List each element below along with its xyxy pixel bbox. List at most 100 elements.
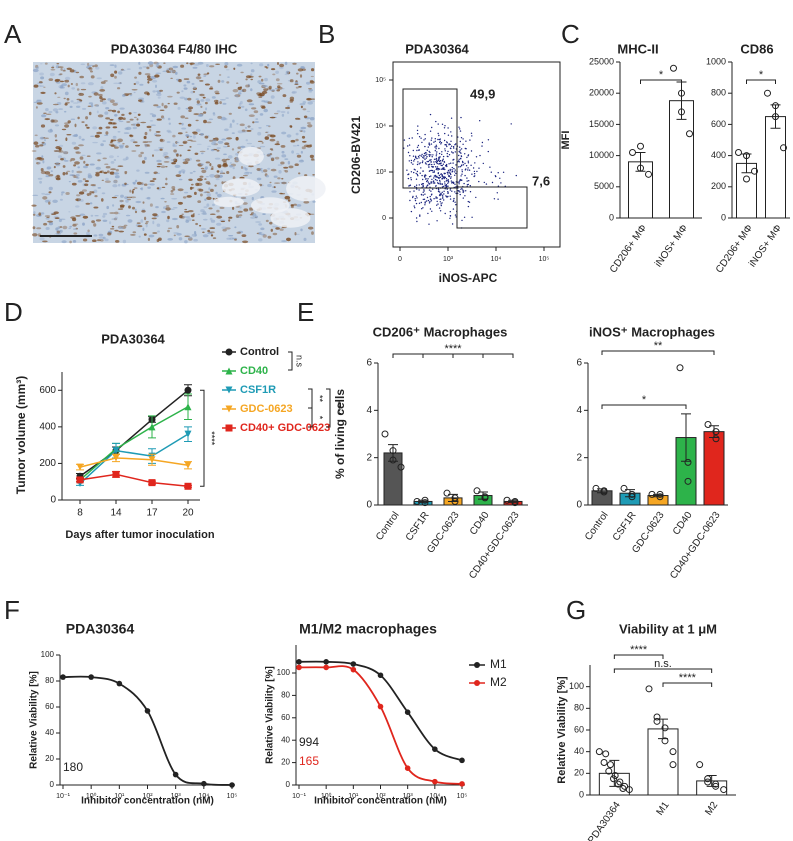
- ihc-texture: [152, 213, 158, 217]
- ihc-texture: [258, 92, 265, 97]
- ihc-texture: [102, 101, 107, 105]
- event-dot: [467, 169, 469, 171]
- ihc-texture: [172, 142, 175, 147]
- ihc-texture: [302, 101, 307, 104]
- data-point: [686, 130, 693, 138]
- chart-title: Viability at 1 μM: [619, 621, 717, 636]
- ihc-texture: [160, 115, 165, 119]
- ihc-texture: [136, 169, 140, 172]
- ihc-texture: [69, 105, 73, 108]
- ihc-texture: [199, 224, 202, 227]
- event-dot: [419, 154, 421, 157]
- ihc-texture: [296, 72, 299, 75]
- ihc-texture: [243, 171, 250, 176]
- data-point: [377, 672, 384, 679]
- ihc-texture: [246, 130, 252, 132]
- ihc-texture: [46, 113, 52, 116]
- event-dot: [430, 161, 432, 163]
- event-dot: [468, 180, 470, 182]
- event-dot: [423, 152, 426, 155]
- event-dot: [418, 157, 420, 159]
- ihc-texture: [130, 139, 136, 142]
- event-dot: [454, 191, 456, 193]
- data-point: [751, 167, 758, 175]
- event-dot: [487, 139, 490, 141]
- event-dot: [413, 171, 415, 174]
- ihc-texture: [152, 79, 158, 83]
- ihc-texture: [42, 196, 48, 200]
- data-point: [772, 102, 779, 110]
- event-dot: [409, 199, 411, 202]
- ihc-texture: [307, 101, 314, 105]
- chart-title: CD86: [740, 41, 773, 56]
- ihc-texture: [209, 231, 215, 234]
- event-dot: [460, 116, 462, 119]
- event-dot: [455, 204, 457, 206]
- data-point: [76, 476, 84, 484]
- ihc-texture: [200, 193, 203, 197]
- ihc-texture: [146, 66, 150, 70]
- ihc-texture: [267, 63, 270, 67]
- ihc-texture: [112, 204, 115, 207]
- event-dot: [502, 171, 505, 173]
- ihc-texture: [232, 119, 235, 123]
- ihc-texture: [87, 194, 90, 197]
- ihc-texture: [229, 162, 232, 164]
- ihc-texture: [102, 236, 106, 240]
- ihc-texture: [67, 120, 71, 124]
- event-dot: [450, 176, 452, 178]
- ihc-texture: [159, 109, 165, 112]
- ihc-texture: [52, 199, 58, 203]
- y-tick-label: 0: [286, 780, 291, 789]
- ihc-texture: [244, 108, 248, 112]
- ihc-texture: [210, 234, 214, 237]
- data-point: [184, 461, 192, 469]
- ihc-texture: [138, 97, 145, 100]
- ihc-texture: [109, 99, 115, 103]
- ihc-texture: [109, 171, 115, 175]
- ihc-texture: [128, 112, 132, 115]
- ihc-texture: [304, 174, 308, 177]
- ihc-texture: [41, 114, 47, 118]
- ihc-texture: [234, 95, 239, 97]
- ihc-texture: [122, 239, 127, 244]
- ihc-texture: [135, 81, 140, 85]
- ihc-texture: [303, 200, 310, 204]
- event-dot: [454, 171, 456, 173]
- event-dot: [450, 117, 453, 119]
- ihc-texture: [98, 93, 103, 97]
- ihc-texture: [196, 143, 202, 145]
- y-tick-label: 2: [366, 452, 372, 463]
- data-point: [451, 497, 459, 505]
- ihc-texture: [182, 171, 185, 174]
- event-dot: [418, 149, 420, 151]
- ihc-texture: [149, 128, 152, 132]
- data-point: [600, 759, 608, 766]
- ihc-texture: [90, 135, 95, 137]
- event-dot: [466, 180, 468, 182]
- ihc-texture: [39, 85, 45, 87]
- ihc-texture: [253, 110, 259, 114]
- ihc-texture: [88, 67, 93, 71]
- event-dot: [428, 202, 431, 204]
- ihc-space: [250, 197, 290, 214]
- ihc-texture: [145, 221, 149, 223]
- event-dot: [431, 165, 433, 168]
- event-dot: [455, 192, 457, 195]
- ihc-texture: [244, 126, 248, 129]
- significance-bracket: [326, 388, 331, 428]
- ihc-texture: [156, 118, 162, 121]
- ihc-texture: [203, 119, 207, 124]
- event-dot: [416, 197, 418, 199]
- ihc-texture: [92, 141, 98, 144]
- ihc-texture: [279, 228, 284, 231]
- ihc-texture: [190, 62, 193, 66]
- event-dot: [454, 144, 456, 146]
- ihc-texture: [51, 213, 56, 215]
- event-dot: [417, 133, 419, 135]
- event-dot: [462, 189, 464, 191]
- event-dot: [440, 142, 443, 144]
- ihc-texture: [138, 154, 143, 158]
- ihc-texture: [212, 112, 216, 115]
- event-dot: [430, 194, 433, 196]
